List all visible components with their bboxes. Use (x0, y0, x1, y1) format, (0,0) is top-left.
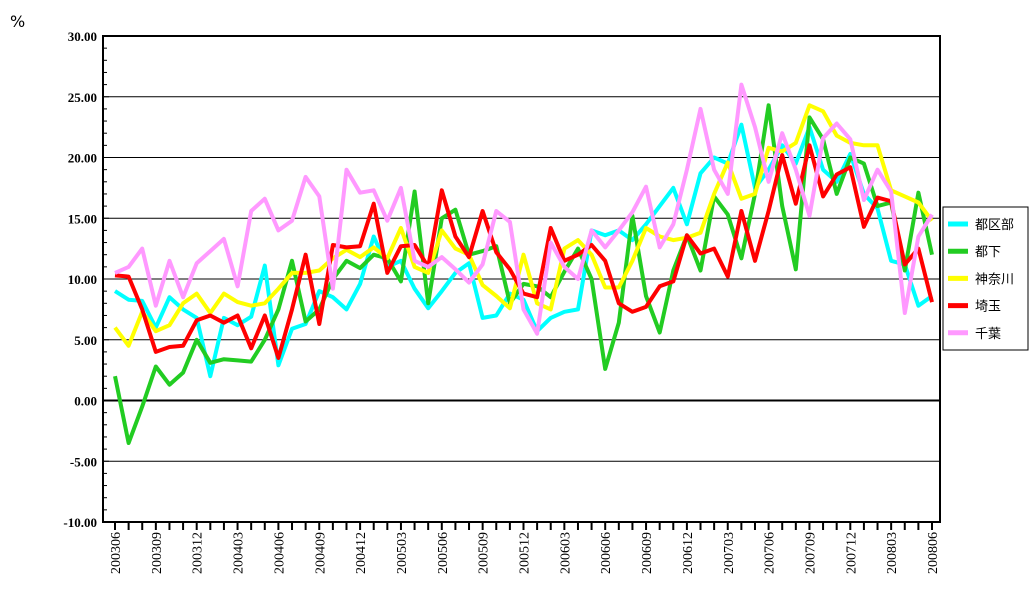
y-tick-label: -10.00 (63, 515, 97, 530)
x-tick-label: 200312 (191, 532, 206, 574)
x-tick-label: 200306 (109, 532, 124, 574)
legend-label: 神奈川 (975, 272, 1014, 287)
x-tick-label: 200403 (232, 532, 247, 574)
y-tick-label: 0.00 (74, 394, 97, 409)
y-tick-label: -5.00 (70, 454, 97, 469)
x-tick-label: 200803 (885, 532, 900, 574)
x-tick-label: 200603 (558, 532, 573, 574)
y-tick-label: 5.00 (74, 333, 97, 348)
legend-label: 都下 (975, 245, 1001, 260)
x-tick-label: 200606 (599, 532, 614, 574)
y-tick-label: 30.00 (68, 29, 97, 44)
x-tick-label: 200412 (354, 532, 369, 574)
x-tick-label: 200612 (681, 532, 696, 574)
x-tick-label: 200709 (803, 532, 818, 574)
x-tick-label: 200609 (640, 532, 655, 574)
x-tick-label: 200512 (518, 532, 533, 574)
x-tick-label: 200509 (477, 532, 492, 574)
x-tick-label: 200703 (722, 532, 737, 574)
series-line (114, 143, 934, 360)
x-tick-label: 200409 (313, 532, 328, 574)
y-axis-label: % (10, 12, 25, 31)
series-line (113, 103, 934, 445)
x-tick-label: 200506 (436, 532, 451, 574)
x-tick-label: 200406 (272, 532, 287, 574)
series-line (113, 103, 934, 348)
x-tick-label: 200503 (395, 532, 410, 574)
series-line (114, 82, 934, 336)
legend-label: 埼玉 (975, 300, 1001, 315)
series-line (113, 122, 934, 379)
x-tick-label: 200712 (844, 532, 859, 574)
legend-label: 千葉 (975, 327, 1001, 342)
x-tick-label: 200309 (150, 532, 165, 574)
legend-label: 都区部 (975, 218, 1014, 233)
x-tick-label: 200806 (926, 532, 941, 574)
plot-frame (102, 35, 941, 523)
x-tick-label: 200706 (763, 532, 778, 574)
y-tick-label: 15.00 (68, 211, 97, 226)
y-tick-label: 10.00 (68, 272, 97, 287)
y-tick-label: 25.00 (68, 90, 97, 105)
y-tick-label: 20.00 (68, 151, 97, 166)
